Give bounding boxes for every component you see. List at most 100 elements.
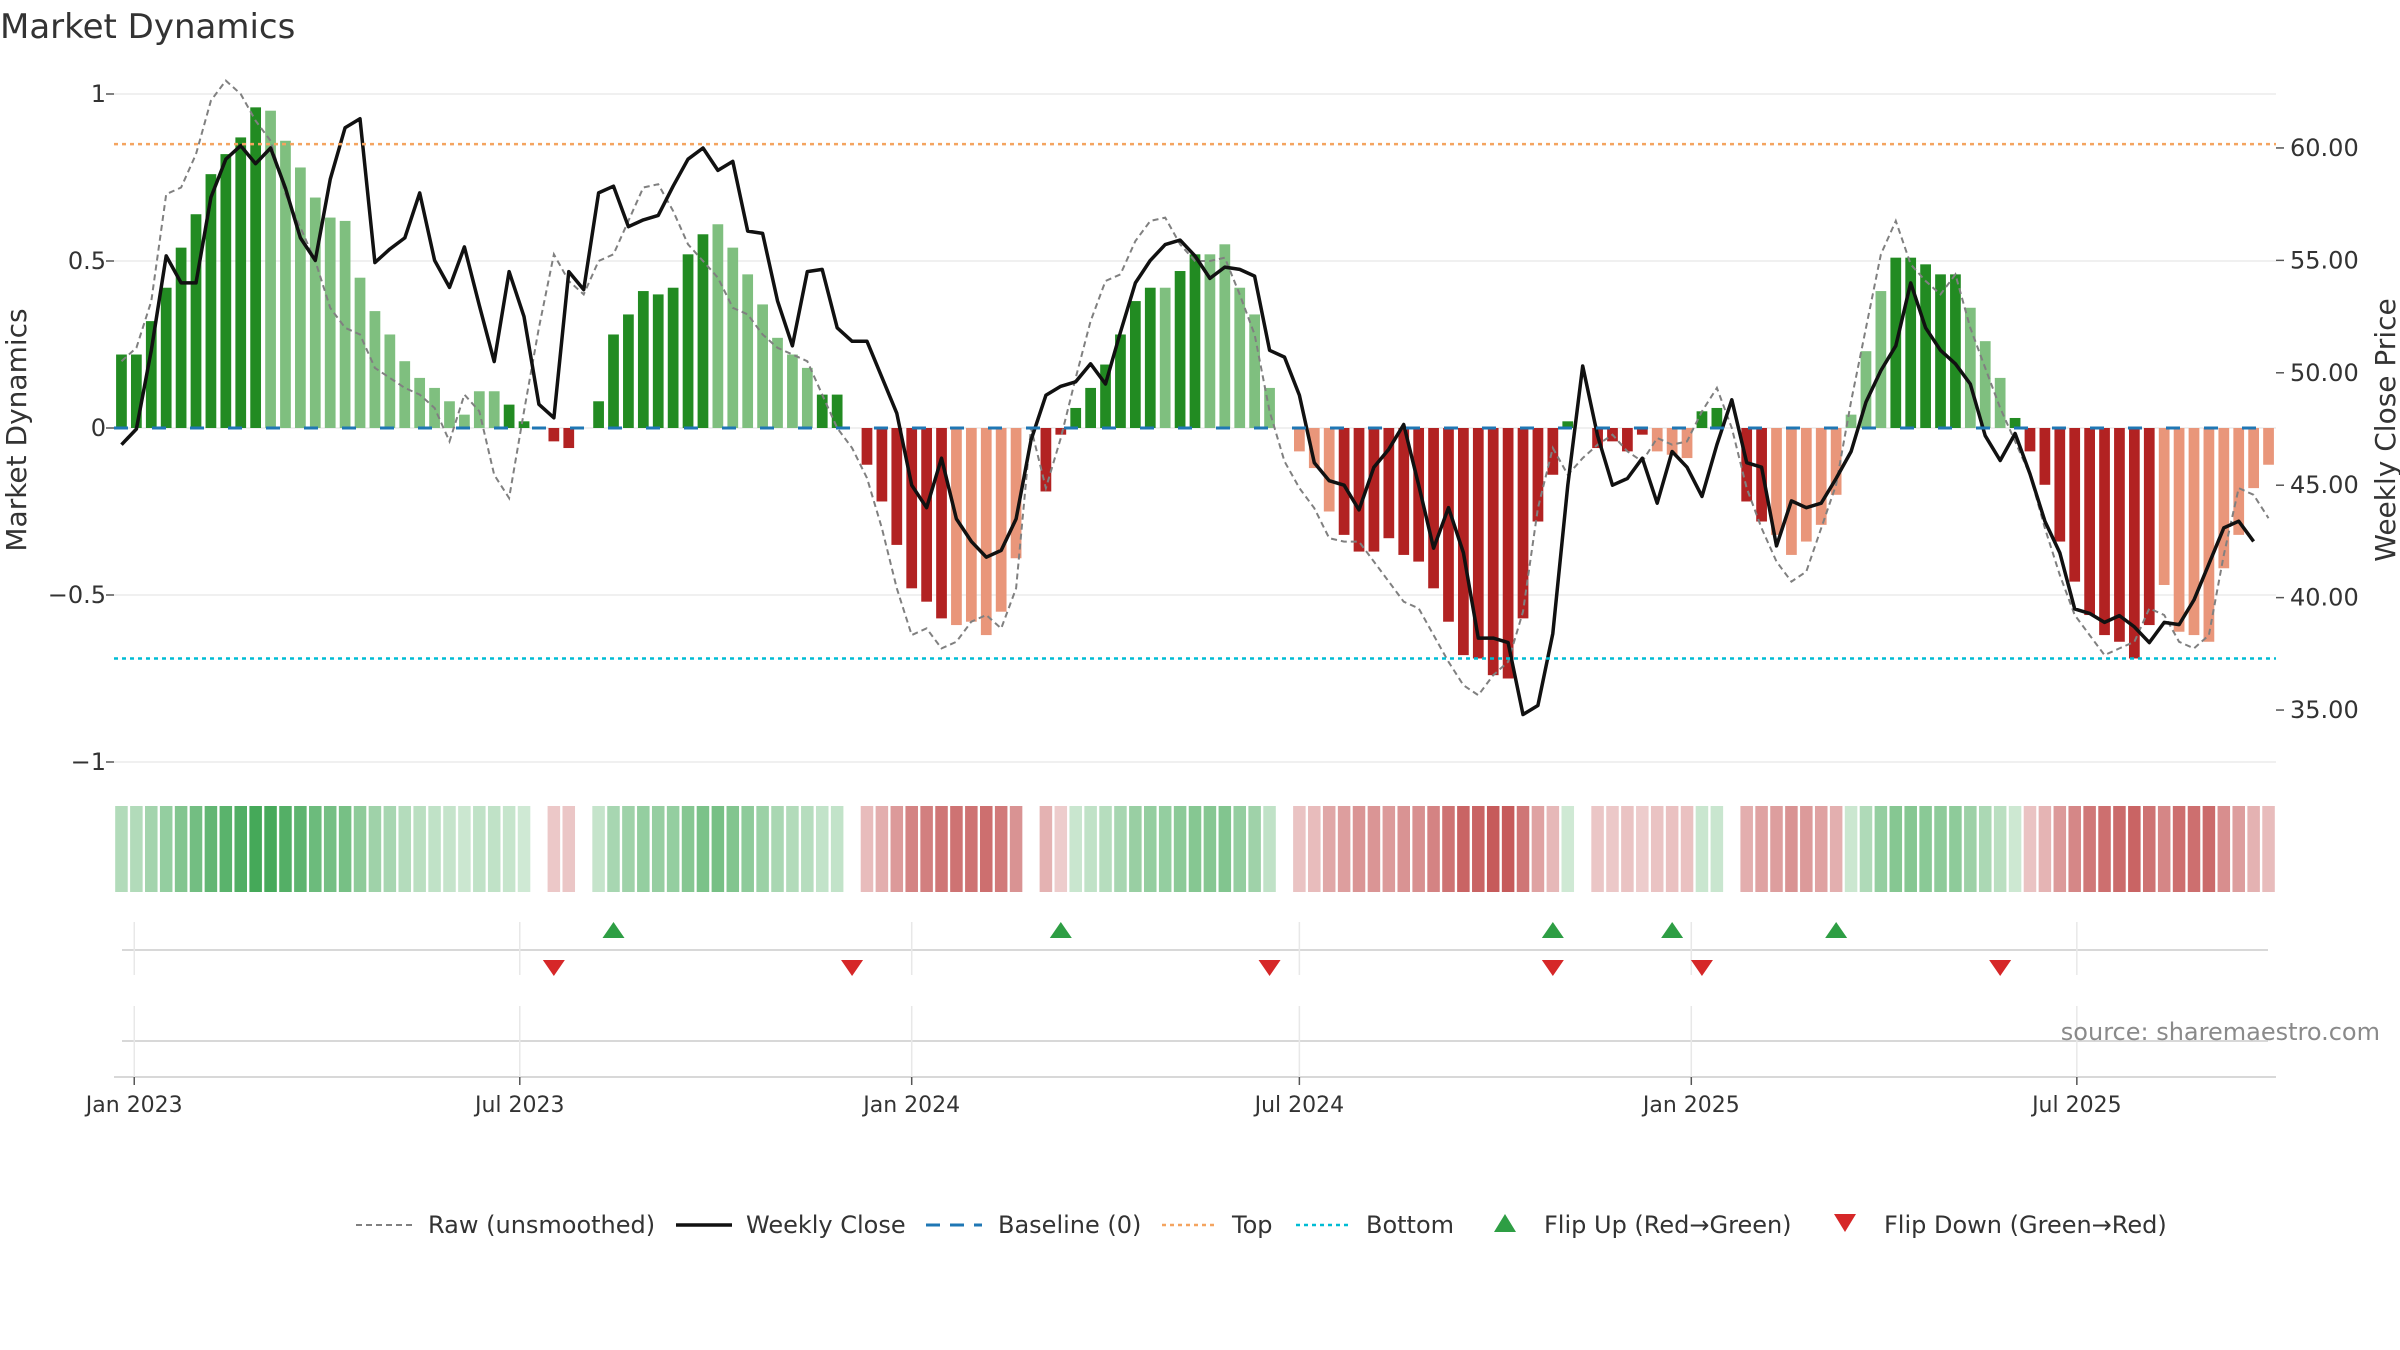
dynamics-bar [1428, 428, 1439, 589]
strip-cell [592, 806, 605, 892]
strip-cell [756, 806, 769, 892]
strip-cell [1889, 806, 1903, 892]
dynamics-bar [1144, 287, 1156, 428]
date-tick-label: Jul 2025 [2030, 1093, 2122, 1118]
strip-cell [249, 806, 262, 892]
dynamics-bar [727, 247, 739, 428]
dynamics-bar [891, 428, 903, 545]
dynamics-bar [772, 337, 783, 428]
left-tick-label: 0.5 [68, 247, 106, 275]
strip-cell [2083, 806, 2096, 892]
dynamics-bar [235, 137, 247, 429]
dynamics-bar [921, 428, 932, 602]
strip-cell [1710, 806, 1724, 892]
strip-cell [651, 806, 665, 892]
legend-close-label: Weekly Close [746, 1211, 906, 1239]
strip-cell [2068, 806, 2081, 892]
strip-cell [1457, 806, 1470, 892]
dynamics-bar [652, 294, 664, 428]
dynamics-bar [220, 154, 232, 428]
dynamics-bar [2263, 428, 2274, 465]
dynamics-bar [339, 220, 351, 428]
strip-cell [2008, 806, 2022, 892]
dynamics-bar [1681, 428, 1693, 459]
strip-cell [562, 806, 576, 892]
date-tick-label: Jul 2023 [473, 1093, 565, 1118]
strip-cell [771, 806, 784, 892]
dynamics-bar [488, 391, 500, 428]
strip-cell [174, 806, 188, 892]
dynamics-bar [1219, 244, 1231, 428]
strip-cell [353, 806, 367, 892]
dynamics-bar [414, 377, 426, 428]
strip-cell [1069, 806, 1082, 892]
strip-cell [1442, 806, 1455, 892]
flip-up-marker [1825, 922, 1848, 938]
dynamics-bar [951, 428, 962, 626]
dynamics-bar [1204, 254, 1216, 428]
strip-cell [547, 806, 561, 892]
strip-cell [2113, 806, 2126, 892]
strip-cell [1084, 806, 1097, 892]
flip-down-marker [1690, 960, 1713, 976]
strip-cell [1322, 806, 1336, 892]
strip-cell [1904, 806, 1917, 892]
strip-cell [1770, 806, 1783, 892]
strip-cell [2038, 806, 2052, 892]
strip-cell [1308, 806, 1321, 892]
dynamics-bar [1368, 428, 1380, 552]
strip-cell [815, 806, 829, 892]
strip-cell [458, 806, 471, 892]
dynamics-bar [2218, 428, 2230, 569]
strip-cell [1829, 806, 1843, 892]
strip-cell [1293, 806, 1306, 892]
dynamics-bar [1070, 407, 1082, 428]
right-tick-label: 45.00 [2290, 471, 2359, 499]
dynamics-bar [369, 311, 381, 428]
strip-cell [1516, 806, 1530, 892]
dynamics-bar [309, 197, 321, 428]
flip-up-marker [602, 922, 625, 938]
strip-cell [2023, 806, 2037, 892]
strip-cell [2217, 806, 2231, 892]
strip-cell [517, 806, 531, 892]
dynamics-bar [1845, 414, 1857, 428]
dynamics-bar [1085, 387, 1096, 428]
dynamics-bar [1443, 428, 1454, 622]
dynamics-bar [280, 140, 291, 428]
strip-cell [905, 806, 918, 892]
dynamics-bar [2203, 428, 2215, 642]
strip-cell [622, 806, 635, 892]
dynamics-bar [1964, 307, 1976, 428]
right-tick-label: 35.00 [2290, 696, 2359, 724]
dynamics-bar [265, 110, 276, 428]
strip-cell [2142, 806, 2156, 892]
dynamics-bar [1472, 428, 1484, 659]
right-axis-ticks: 35.00 40.00 45.00 50.00 55.00 60.00 [2276, 134, 2359, 724]
source-label: source: sharemaestro.com [2061, 1018, 2380, 1046]
strip-cell [1546, 806, 1560, 892]
dynamics-bar [1010, 428, 1022, 559]
strip-cell [1650, 806, 1664, 892]
left-axis-label: Market Dynamics [0, 308, 33, 551]
dynamics-bar [1800, 428, 1812, 542]
strip-cell [1949, 806, 1962, 892]
strip-cell [2202, 806, 2216, 892]
strip-cell [935, 806, 948, 892]
strip-cell [1009, 806, 1023, 892]
strip-cell [1248, 806, 1261, 892]
strip-cell [786, 806, 799, 892]
dynamics-bar [354, 277, 366, 428]
strip-cell [1412, 806, 1425, 892]
strip-cell [1472, 806, 1485, 892]
strip-cell [130, 806, 143, 892]
strip-cell [1188, 806, 1202, 892]
reference-lines [114, 142, 2276, 660]
strip-cell [1144, 806, 1157, 892]
dynamics-bar [1502, 428, 1514, 679]
strip-cell [711, 806, 725, 892]
regime-heat-strip [115, 806, 2275, 892]
dynamics-bar [697, 234, 709, 428]
dynamics-bar [1696, 411, 1708, 428]
right-tick-label: 50.00 [2290, 359, 2359, 387]
